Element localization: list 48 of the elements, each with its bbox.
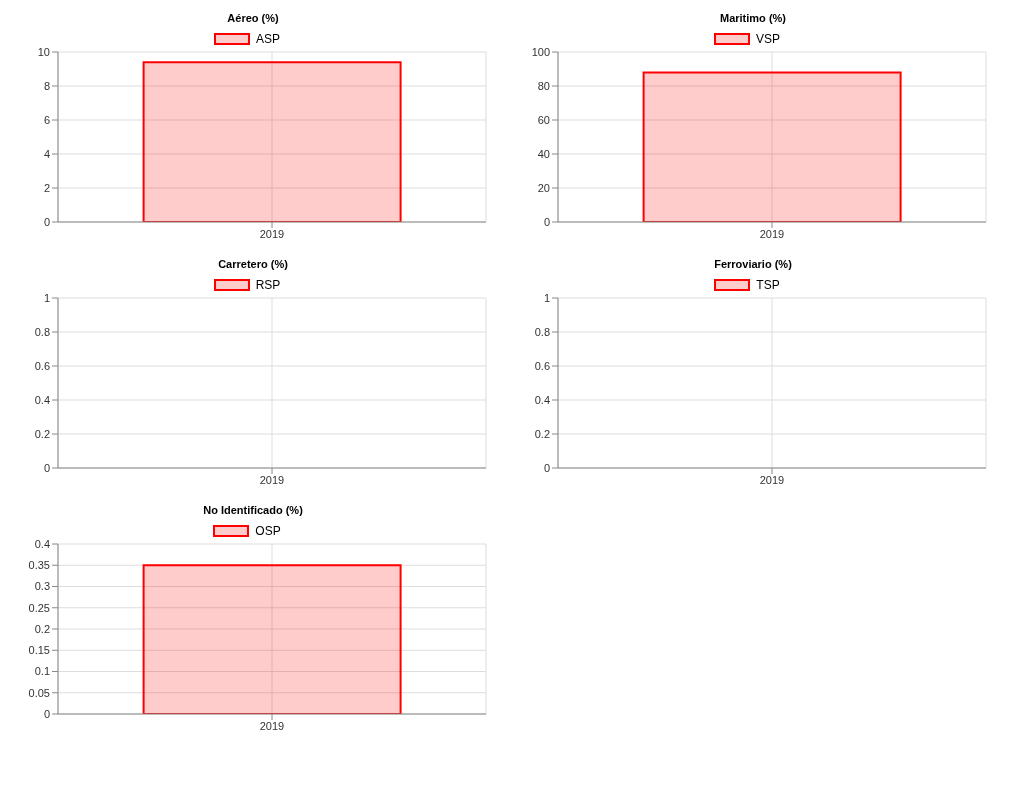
y-tick-label: 0.8: [534, 325, 550, 338]
y-tick-label: 100: [531, 45, 550, 58]
y-tick-label: 6: [43, 113, 50, 126]
y-tick-label: 0.25: [28, 601, 50, 614]
y-tick-label: 4: [43, 147, 50, 160]
x-tick-label: 2019: [259, 719, 285, 732]
y-tick-label: 60: [537, 113, 550, 126]
y-tick-label: 80: [537, 79, 550, 92]
y-tick-label: 0: [43, 707, 50, 720]
x-tick-label: 2019: [259, 473, 285, 486]
chart-title: Ferroviario (%): [713, 258, 793, 272]
chart-title: Aéreo (%): [226, 12, 280, 26]
y-tick-label: 0: [43, 215, 50, 228]
y-tick-label: 0.2: [34, 622, 50, 635]
legend-label: VSP: [755, 32, 780, 46]
y-tick-label: 8: [43, 79, 50, 92]
y-tick-label: 0.4: [34, 393, 50, 406]
legend-label: ASP: [255, 32, 280, 46]
x-tick-label: 2019: [759, 473, 785, 486]
x-tick-label: 2019: [759, 227, 785, 240]
y-tick-label: 0: [43, 461, 50, 474]
y-tick-label: 40: [537, 147, 550, 160]
y-tick-label: 1: [543, 291, 550, 304]
y-tick-label: 2: [43, 181, 50, 194]
chart-title: Carretero (%): [217, 258, 289, 272]
y-tick-label: 20: [537, 181, 550, 194]
y-tick-label: 0: [543, 215, 550, 228]
chart-title: Maritimo (%): [719, 12, 787, 26]
y-tick-label: 0.35: [28, 559, 50, 572]
y-tick-label: 0.6: [34, 359, 50, 372]
y-tick-label: 0.8: [34, 325, 50, 338]
y-tick-label: 0.4: [34, 537, 50, 550]
legend-label: RSP: [255, 278, 281, 292]
y-tick-label: 0.05: [28, 686, 50, 699]
y-tick-label: 0.3: [34, 580, 50, 593]
y-tick-label: 0.6: [534, 359, 550, 372]
y-tick-label: 0.1: [34, 665, 50, 678]
y-tick-label: 0.4: [534, 393, 550, 406]
legend-label: OSP: [255, 524, 281, 538]
legend-label: TSP: [756, 278, 780, 292]
y-tick-label: 0.2: [534, 427, 550, 440]
y-tick-label: 0: [543, 461, 550, 474]
y-tick-label: 0.15: [28, 644, 50, 657]
x-tick-label: 2019: [259, 227, 285, 240]
y-tick-label: 0.2: [34, 427, 50, 440]
chart-title: No Identificado (%): [202, 504, 304, 518]
y-tick-label: 10: [37, 45, 50, 58]
y-tick-label: 1: [43, 291, 50, 304]
